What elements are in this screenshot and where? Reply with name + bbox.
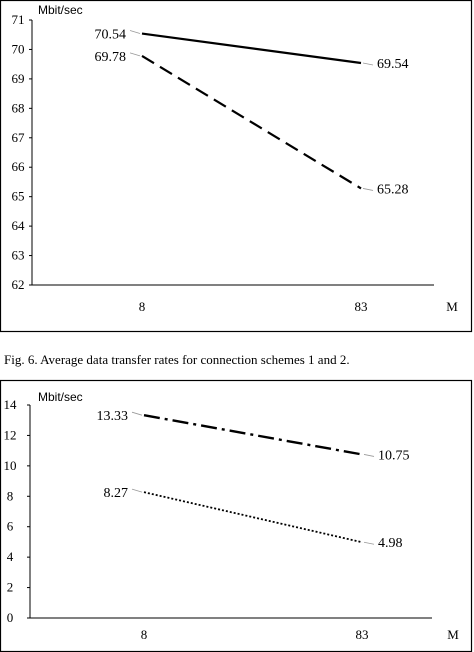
x-axis-label: M (447, 627, 459, 642)
chart-scheme-1-rates: 62 63 64 65 66 67 68 69 70 71 Mbit/sec M 8 83 70.54 69.… (0, 0, 473, 333)
data-label: 4.98 (378, 536, 403, 551)
x-tick-label: 83 (356, 627, 369, 642)
y-tick-label: 70 (12, 41, 25, 56)
y-axis-unit-label: Mbit/sec (38, 3, 83, 17)
data-label: 70.54 (95, 28, 127, 43)
data-label: 65.28 (377, 182, 409, 197)
y-tick-label: 12 (4, 427, 17, 442)
y-tick-label: 66 (12, 159, 26, 174)
data-label: 69.54 (377, 57, 409, 72)
chart-border (0, 0, 473, 333)
x-tick-label: 83 (355, 299, 368, 314)
data-label: 8.27 (104, 486, 129, 501)
y-tick-label: 0 (7, 610, 14, 625)
y-tick-label: 65 (12, 189, 25, 204)
y-tick-label: 10 (4, 458, 17, 473)
data-label-leader (131, 488, 143, 493)
series-line-solid (141, 32, 362, 65)
x-tick-label: 8 (139, 299, 146, 314)
data-label-leader (362, 188, 374, 191)
figure-caption: Fig. 6. Average data transfer rates for … (4, 352, 350, 367)
data-label: 13.33 (97, 409, 129, 424)
data-label-leader (129, 52, 141, 57)
data-label: 10.75 (378, 448, 410, 463)
y-tick-label: 2 (7, 580, 14, 595)
y-tick-label: 67 (12, 130, 26, 145)
y-tick-label: 64 (12, 218, 26, 233)
data-label-leader (363, 454, 375, 457)
data-label-leader (129, 30, 141, 34)
y-axis-unit-label: Mbit/sec (38, 390, 83, 404)
y-tick-label: 6 (7, 519, 14, 534)
data-label-leader (363, 541, 375, 545)
series-line-dashed (141, 54, 362, 190)
y-tick-label: 4 (7, 549, 14, 564)
x-axis-label: M (446, 299, 458, 314)
series-line-dash-dot (143, 414, 363, 456)
y-tick-label: 8 (7, 488, 14, 503)
data-label-leader (362, 62, 374, 66)
data-label: 69.78 (95, 50, 127, 65)
y-tick-label: 63 (12, 248, 25, 263)
y-tick-label: 62 (12, 277, 25, 292)
y-tick-label: 69 (12, 71, 25, 86)
y-tick-label: 71 (12, 12, 25, 27)
series-line-dotted (143, 491, 363, 544)
x-tick-label: 8 (141, 627, 148, 642)
chart-border (0, 379, 473, 652)
chart-scheme-2-rates: 0 2 4 6 8 10 12 14 Mbit/sec M 8 83 13.33 10.75 8.27 4.9… (0, 379, 473, 652)
y-tick-label: 14 (4, 397, 18, 412)
y-tick-label: 68 (12, 100, 25, 115)
data-label-leader (131, 411, 143, 416)
